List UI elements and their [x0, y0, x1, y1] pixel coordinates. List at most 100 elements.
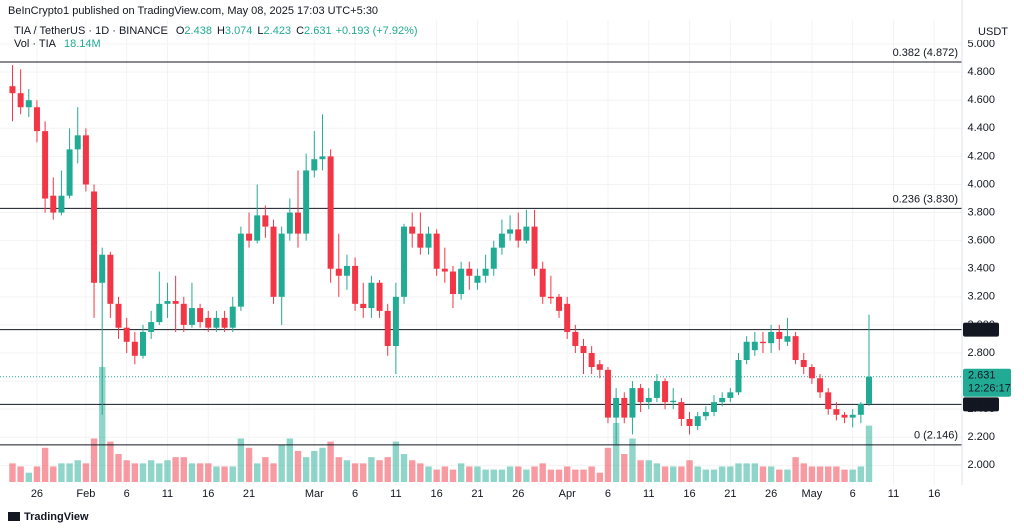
- volume-bar: [531, 466, 538, 482]
- volume-bar: [784, 469, 791, 482]
- volume-bar: [767, 466, 775, 482]
- x-tick-label: 21: [724, 488, 736, 500]
- candle-body: [82, 135, 89, 185]
- candle-body: [588, 352, 595, 368]
- candle-body: [172, 301, 179, 304]
- candle-body: [596, 364, 603, 370]
- candle-body: [188, 308, 195, 325]
- candle-body: [9, 86, 16, 94]
- candle-body: [107, 254, 114, 304]
- volume-bar: [156, 463, 163, 482]
- candle-body: [719, 397, 726, 403]
- volume-bar: [670, 466, 677, 482]
- volume-bar: [164, 460, 171, 482]
- volume-bar: [213, 466, 220, 482]
- y-tick-label: 3.800: [967, 206, 995, 218]
- volume-bar: [865, 425, 873, 482]
- x-tick-label: 11: [162, 488, 173, 500]
- volume-bar: [555, 469, 563, 482]
- candle-body: [278, 233, 285, 297]
- volume-bar: [294, 450, 302, 482]
- ohlc-letter: L: [257, 25, 263, 37]
- volume-bar: [115, 454, 122, 482]
- x-tick-label: Apr: [559, 488, 576, 500]
- candle-body: [221, 317, 228, 328]
- candle-body: [91, 191, 98, 283]
- volume-bar: [482, 469, 489, 482]
- x-tick-label: 6: [352, 488, 358, 500]
- y-tick-label: 2.200: [967, 431, 995, 443]
- candle-body: [727, 392, 734, 398]
- candle-body: [50, 195, 57, 213]
- volume-bar: [311, 450, 318, 482]
- candle-body: [580, 345, 587, 353]
- level-label: 0 (2.146): [914, 430, 958, 442]
- volume-bar: [498, 469, 506, 482]
- candle-body: [702, 411, 709, 417]
- volume-bar: [441, 466, 449, 482]
- volume-title: Vol · TIA: [14, 38, 57, 50]
- candle-body: [197, 308, 204, 323]
- axis-unit-bg: [963, 24, 1024, 40]
- candle-body: [678, 402, 685, 419]
- volume-bar: [384, 457, 391, 482]
- candle-body: [515, 229, 522, 241]
- volume-bar: [539, 463, 546, 482]
- volume-readout: 18.14M: [64, 38, 101, 50]
- volume-bar: [270, 463, 277, 482]
- candle-body: [808, 367, 815, 379]
- volume-bar: [139, 463, 147, 482]
- volume-bar: [302, 457, 310, 482]
- volume-bar: [408, 460, 416, 482]
- volume-bar: [41, 447, 49, 482]
- brand: TradingView: [24, 511, 89, 523]
- volume-bar: [286, 438, 294, 482]
- axis-unit: USDT: [978, 26, 1008, 38]
- volume-bar: [343, 460, 351, 482]
- ohlc-header: TIA / TetherUS · 1D · BINANCE O2.438 H3.07…: [14, 25, 418, 37]
- volume-bar: [417, 463, 424, 482]
- candle-body: [556, 296, 563, 311]
- volume-bar: [50, 466, 57, 482]
- ohlc-value: 2.438: [184, 25, 212, 37]
- volume-bar: [131, 463, 139, 482]
- ohlc-value: 2.423: [264, 25, 292, 37]
- candle-body: [686, 418, 693, 427]
- candle-body: [180, 303, 187, 325]
- candle-body: [237, 233, 244, 307]
- candle-body: [33, 107, 40, 132]
- volume-header: Vol · TIA 18.14M: [14, 38, 101, 50]
- candle-body: [784, 336, 791, 342]
- ohlc-letter: O: [176, 25, 185, 37]
- candle-body: [270, 226, 277, 297]
- candle-body: [800, 360, 807, 368]
- volume-bar: [727, 466, 734, 482]
- volume-bar: [221, 466, 228, 482]
- volume-bar: [327, 441, 334, 482]
- candle-body: [164, 301, 171, 304]
- change: +0.193 (+7.92%): [336, 25, 418, 37]
- volume-bar: [180, 457, 187, 482]
- volume-bar: [718, 466, 726, 482]
- candle-body: [474, 275, 481, 283]
- candle-body: [131, 341, 138, 356]
- volume-bar: [694, 466, 701, 482]
- y-tick-label: 4.800: [967, 66, 995, 78]
- candle-body: [825, 392, 832, 410]
- volume-bar: [425, 466, 432, 482]
- candle-body: [849, 414, 856, 418]
- x-tick-label: 26: [512, 488, 524, 500]
- volume-bar: [392, 441, 400, 482]
- y-tick-label: 4.400: [967, 122, 995, 134]
- x-tick-label: 6: [605, 488, 611, 500]
- x-tick-label: 21: [471, 488, 483, 500]
- volume-bar: [661, 466, 669, 482]
- ohlc-letter: H: [217, 25, 225, 37]
- volume-bar: [107, 441, 114, 482]
- candle-body: [604, 369, 611, 418]
- volume-bar: [735, 463, 742, 482]
- candle-body: [66, 149, 73, 196]
- volume-bar: [816, 466, 824, 482]
- volume-bar: [792, 457, 799, 482]
